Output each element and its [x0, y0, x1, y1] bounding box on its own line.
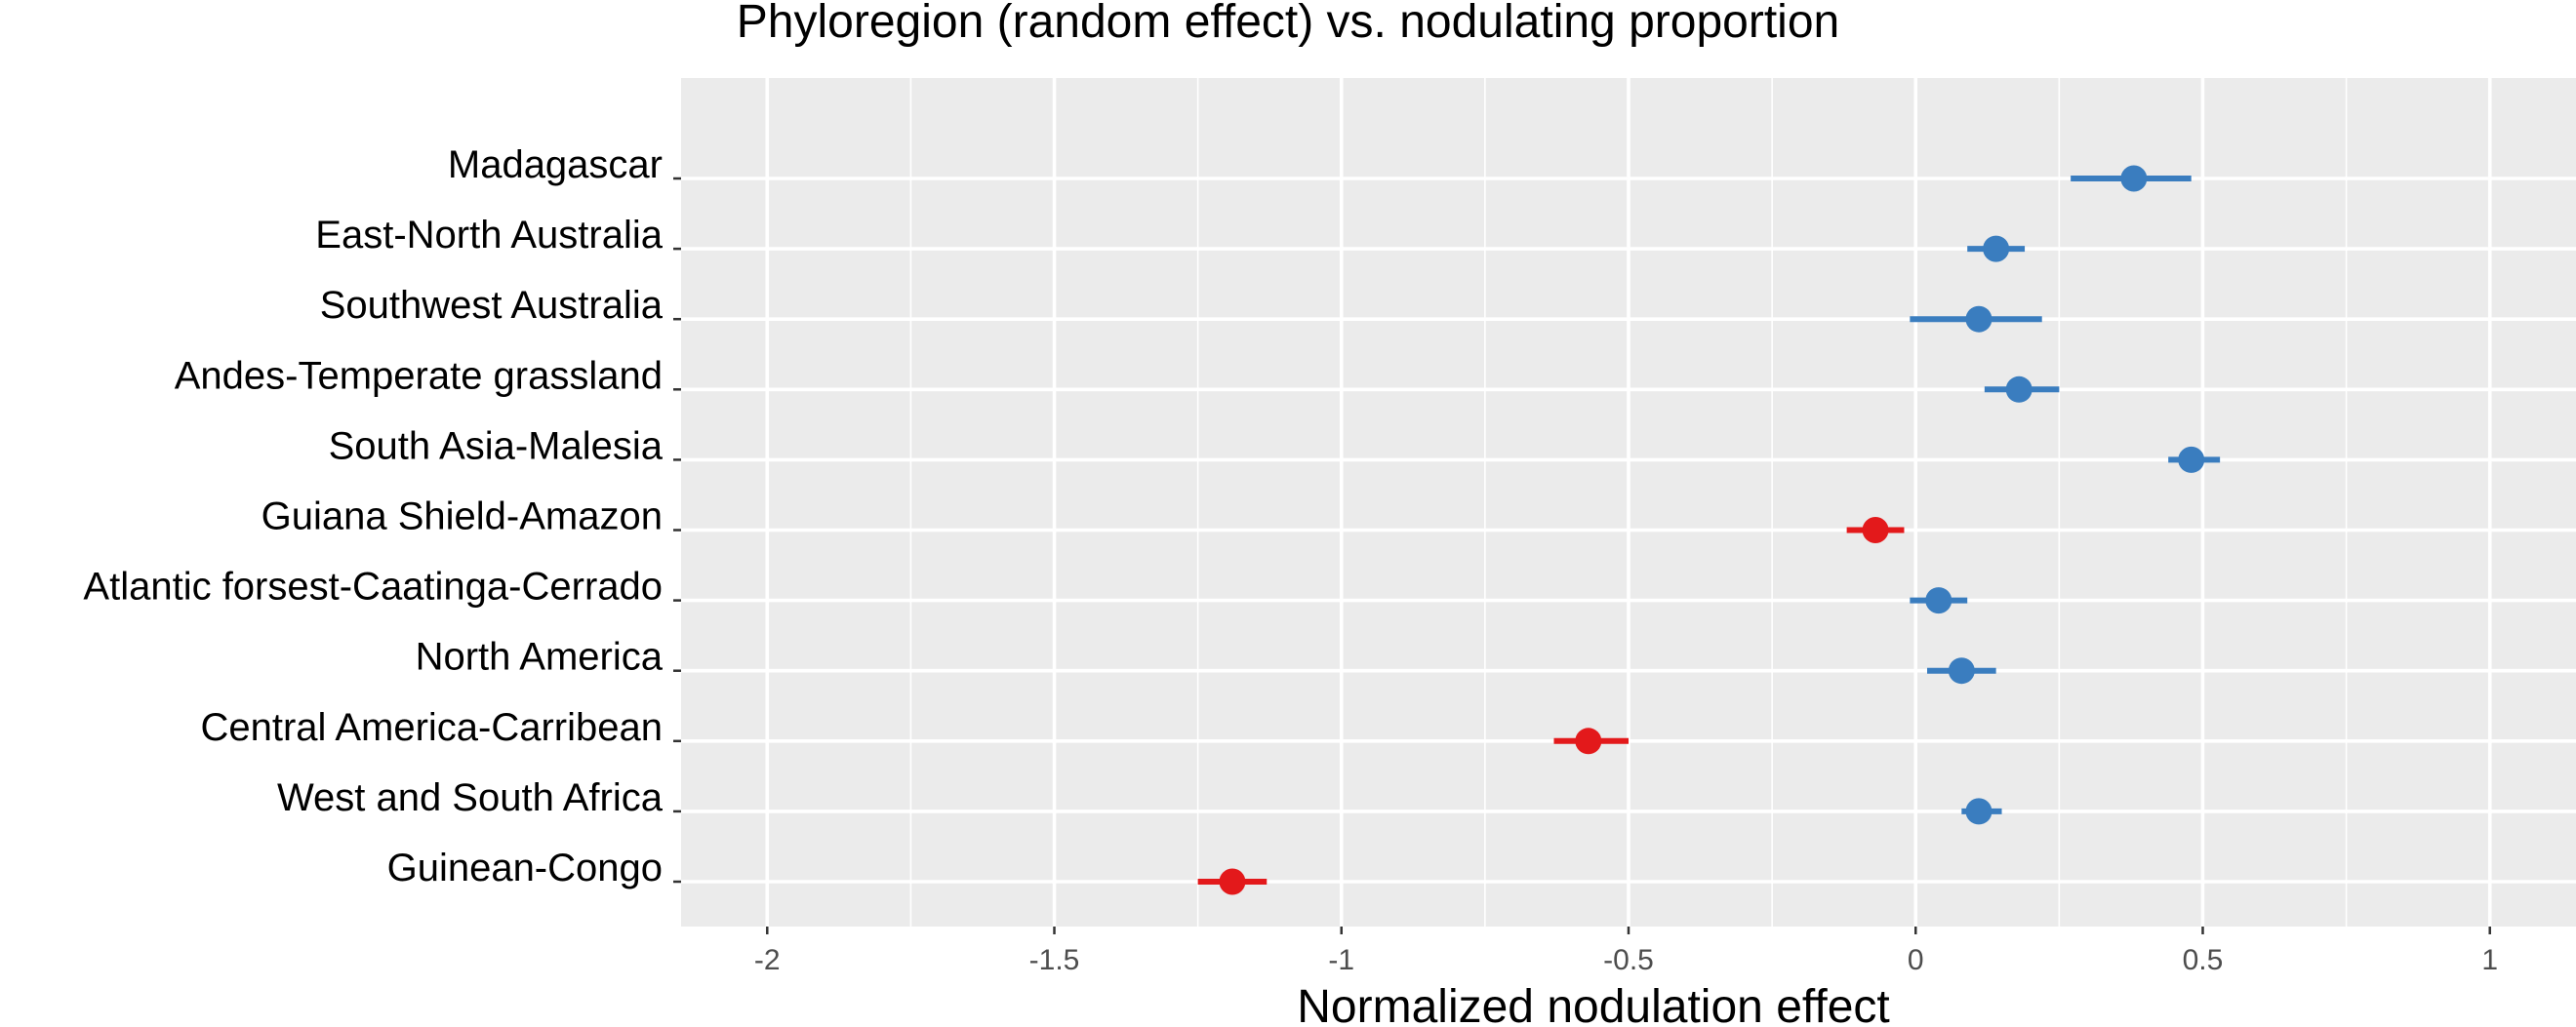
x-tick-label: 1	[2481, 944, 2498, 976]
data-point	[2005, 375, 2033, 403]
data-point	[1219, 868, 1246, 895]
category-label: Andes-Temperate grassland	[175, 354, 663, 397]
data-point	[1575, 728, 1602, 755]
category-label: Madagascar	[448, 143, 663, 186]
category-label: Atlantic forsest-Caatinga-Cerrado	[83, 566, 663, 609]
chart-title: Phyloregion (random effect) vs. nodulati…	[737, 0, 1839, 48]
category-label: Guiana Shield-Amazon	[262, 495, 663, 538]
category-label: East-North Australia	[315, 214, 663, 257]
x-tick-label: -0.5	[1603, 944, 1654, 976]
x-tick-label: 0	[1908, 944, 1924, 976]
x-axis-title: Normalized nodulation effect	[1297, 981, 1889, 1027]
x-tick-label: -1	[1328, 944, 1354, 976]
data-point	[2120, 165, 2148, 192]
data-point	[1862, 517, 1889, 543]
category-label: North America	[416, 636, 664, 679]
category-label: Central America-Carribean	[200, 706, 663, 749]
category-label: Southwest Australia	[320, 284, 664, 327]
data-point	[1965, 798, 1992, 825]
data-point	[2178, 446, 2205, 473]
plot-area: -2 -1.5 -1 -0.5 0 0.5 1 Madagascar East-North Au…	[83, 78, 2576, 976]
category-label: South Asia-Malesia	[329, 424, 664, 467]
data-point	[1948, 657, 1975, 685]
data-point	[1965, 305, 1992, 333]
category-label: Guinean-Congo	[387, 847, 663, 889]
x-tick-label: -2	[754, 944, 781, 976]
data-point	[1925, 587, 1952, 614]
x-tick-label: 0.5	[2183, 944, 2224, 976]
data-point	[1983, 235, 2010, 262]
category-label: West and South Africa	[277, 776, 664, 819]
x-tick-label: -1.5	[1029, 944, 1080, 976]
